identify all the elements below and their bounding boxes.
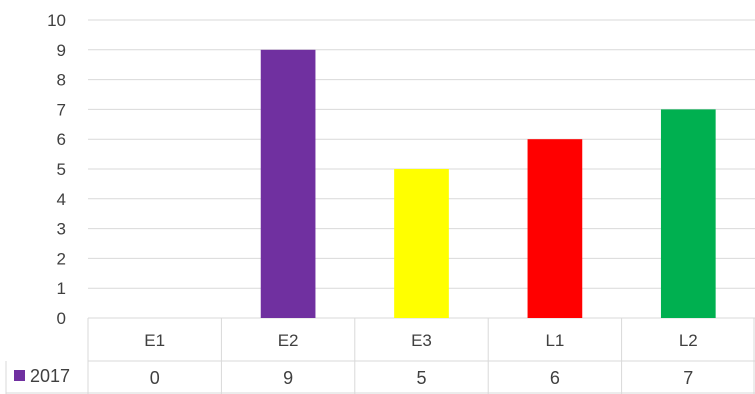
table-value: 5	[416, 368, 426, 388]
table-value: 0	[150, 368, 160, 388]
y-tick-label: 9	[57, 41, 66, 60]
bar-l1	[527, 139, 583, 318]
bar-l2	[660, 109, 716, 319]
bar-e3	[394, 169, 449, 318]
table-value: 9	[283, 368, 293, 388]
category-label: L2	[679, 331, 698, 350]
legend-key-2017	[14, 370, 25, 381]
table-value: 6	[550, 368, 560, 388]
table-value: 7	[683, 368, 693, 388]
y-tick-label: 7	[57, 100, 66, 119]
y-tick-label: 1	[57, 279, 66, 298]
y-tick-label: 2	[57, 249, 66, 268]
category-label: E1	[144, 331, 165, 350]
y-tick-label: 5	[57, 160, 66, 179]
data-table: 2017	[5, 318, 755, 394]
y-axis-ticks: 0 1 2 3 4 5 6 7 8 9 10	[47, 11, 66, 328]
y-tick-label: 8	[57, 71, 66, 90]
y-tick-label: 10	[47, 11, 66, 30]
bars	[260, 49, 716, 319]
y-tick-label: 4	[57, 190, 66, 209]
legend-label-2017: 2017	[30, 366, 70, 386]
category-label: E3	[411, 331, 432, 350]
y-tick-label: 0	[57, 309, 66, 328]
category-label: E2	[278, 331, 299, 350]
category-label: L1	[545, 331, 564, 350]
table-values: 0 9 5 6 7	[150, 368, 694, 388]
y-tick-label: 3	[57, 220, 66, 239]
bar-e2	[260, 49, 316, 319]
category-labels: E1 E2 E3 L1 L2	[144, 331, 697, 350]
y-tick-label: 6	[57, 130, 66, 149]
